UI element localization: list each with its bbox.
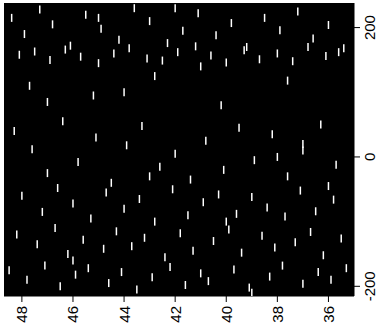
svg-text:46: 46 xyxy=(64,306,81,323)
svg-text:0: 0 xyxy=(361,153,378,161)
svg-text:44: 44 xyxy=(116,306,133,323)
svg-text:40: 40 xyxy=(218,306,235,323)
svg-text:48: 48 xyxy=(13,306,30,323)
svg-text:38: 38 xyxy=(269,306,286,323)
svg-text:-200: -200 xyxy=(361,271,378,301)
svg-text:36: 36 xyxy=(320,306,337,323)
svg-text:42: 42 xyxy=(167,306,184,323)
svg-text:200: 200 xyxy=(361,15,378,40)
